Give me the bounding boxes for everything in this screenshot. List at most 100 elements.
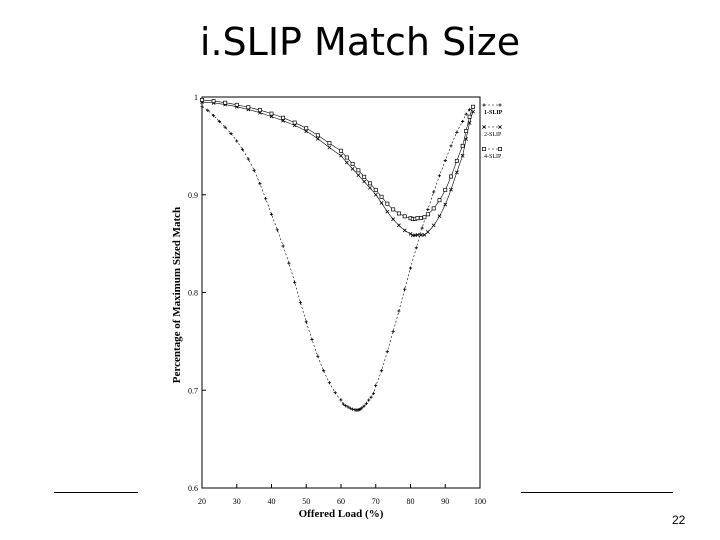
data-point [415, 232, 420, 237]
legend-label: 4-SLIP [484, 154, 502, 160]
y-tick-label: 1 [194, 93, 198, 102]
data-point [293, 280, 297, 284]
legend-marker [498, 147, 502, 151]
data-point [454, 158, 459, 163]
data-point [211, 114, 216, 118]
legend-label: 1-SLIP [484, 110, 503, 116]
y-tick-label: 0.9 [188, 191, 198, 200]
data-point [431, 223, 436, 228]
data-point [287, 261, 291, 265]
data-point [402, 214, 407, 219]
data-point [464, 112, 468, 116]
data-point [344, 404, 348, 408]
data-point [360, 406, 364, 410]
data-point [258, 182, 262, 186]
data-point [391, 217, 396, 222]
x-axis-label: Offered Load (%) [299, 508, 384, 520]
data-point [211, 99, 216, 104]
data-point [269, 212, 274, 216]
data-point [223, 100, 228, 105]
page-number: 22 [672, 513, 686, 527]
data-point [362, 404, 366, 408]
data-point [449, 144, 453, 148]
data-point [292, 120, 297, 125]
data-point [339, 153, 343, 158]
data-point [234, 102, 239, 107]
data-point [385, 209, 390, 214]
data-point [275, 228, 279, 232]
data-point [449, 187, 453, 192]
data-point [432, 190, 436, 194]
data-point [426, 207, 430, 212]
data-point [431, 206, 436, 211]
data-point [385, 201, 390, 206]
data-point [252, 168, 256, 172]
data-point [419, 233, 423, 237]
data-point [362, 174, 367, 179]
data-point [206, 108, 210, 112]
legend: 1-SLIP 2-SLIP 4-SLIP [482, 103, 503, 160]
data-point [391, 330, 395, 334]
series-line [201, 99, 474, 220]
data-point [333, 391, 337, 395]
data-point [322, 369, 326, 373]
data-point [397, 309, 401, 313]
data-point [418, 216, 423, 220]
data-point [464, 129, 469, 133]
series-1-slip [200, 105, 475, 412]
data-point [422, 215, 427, 220]
data-point [385, 350, 389, 354]
data-point [346, 405, 350, 409]
data-point [304, 320, 308, 324]
data-point [310, 337, 314, 342]
x-tick-label: 30 [233, 497, 241, 506]
data-point [246, 157, 250, 161]
data-point [379, 194, 384, 199]
x-tick-label: 20 [198, 497, 206, 506]
x-tick-label: 90 [441, 497, 449, 506]
data-point [391, 207, 396, 212]
data-point [379, 201, 384, 205]
y-tick-label: 0.7 [188, 386, 198, 395]
y-axis-ticks: 0.6 0.7 0.8 0.9 1 [188, 93, 206, 493]
data-point [281, 115, 286, 120]
data-point [460, 153, 465, 158]
data-point [464, 137, 468, 141]
data-point [425, 230, 430, 234]
data-point [373, 187, 378, 192]
data-point [374, 383, 378, 387]
data-point [350, 166, 355, 171]
series-line [201, 106, 474, 411]
data-point [350, 161, 355, 166]
data-point [281, 244, 285, 248]
data-point [223, 125, 227, 129]
data-point [403, 287, 407, 291]
data-point [368, 185, 372, 190]
data-point [471, 104, 476, 109]
x-tick-label: 50 [302, 497, 310, 506]
data-point [339, 398, 343, 402]
x-tick-label: 100 [474, 497, 486, 506]
data-point [443, 187, 448, 192]
series-layer [200, 97, 476, 412]
series-2-slip [200, 100, 475, 238]
legend-label: 2-SLIP [484, 132, 502, 138]
data-point [449, 174, 453, 179]
data-point [315, 133, 320, 138]
data-point [437, 198, 442, 203]
data-point [246, 105, 251, 110]
data-point [422, 232, 427, 237]
series-line [201, 101, 474, 236]
data-point [397, 223, 401, 228]
data-point [217, 119, 221, 124]
data-point [344, 160, 349, 165]
data-point [316, 354, 320, 358]
data-point [341, 402, 345, 406]
data-point [356, 168, 361, 173]
data-point [415, 216, 420, 221]
data-point [373, 192, 378, 197]
divider-left [54, 492, 138, 493]
data-point [356, 173, 361, 178]
data-point [362, 179, 367, 184]
